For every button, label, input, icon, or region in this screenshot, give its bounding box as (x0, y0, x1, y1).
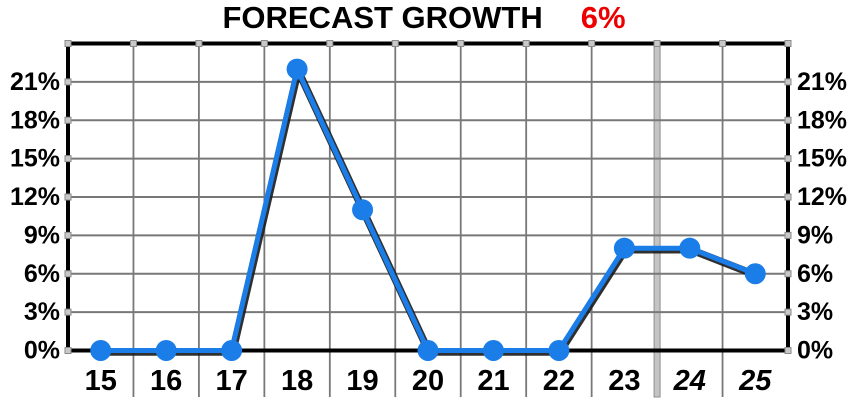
data-point-19 (352, 199, 374, 221)
data-point-16 (155, 340, 177, 361)
y-label-right: 12% (797, 183, 847, 211)
x-label-24: 24 (673, 365, 706, 397)
tick-square (784, 270, 792, 278)
y-label-right: 0% (797, 337, 833, 365)
tick-square (64, 347, 72, 354)
x-label-19: 19 (346, 365, 378, 397)
y-label-right: 15% (797, 145, 847, 173)
x-axis-labels: 15 16 17 18 19 20 21 22 23 24 25 (85, 365, 773, 397)
x-label-16: 16 (150, 365, 182, 397)
tick-square (64, 155, 72, 163)
x-label-21: 21 (477, 365, 509, 397)
tick-square (129, 40, 137, 47)
tick-square (195, 40, 203, 47)
x-label-15: 15 (85, 365, 117, 397)
horizontal-gridlines (68, 80, 788, 314)
y-label-left: 9% (24, 221, 60, 249)
tick-square (64, 116, 72, 124)
tick-square (784, 40, 792, 47)
y-label-left: 0% (24, 337, 60, 365)
tick-square (64, 78, 72, 86)
y-label-right: 6% (797, 260, 833, 288)
y-label-left: 15% (10, 145, 60, 173)
x-label-22: 22 (543, 365, 575, 397)
tick-square (64, 308, 72, 316)
vertical-gridlines (132, 42, 724, 398)
tick-square (784, 155, 792, 163)
data-point-15 (90, 340, 112, 361)
tick-square (522, 40, 530, 47)
data-point-25 (744, 263, 766, 285)
tick-marks (64, 40, 792, 354)
x-label-17: 17 (216, 365, 248, 397)
y-label-left: 12% (10, 183, 60, 211)
tick-square (457, 40, 465, 47)
tick-square (260, 40, 268, 47)
tick-square (326, 40, 334, 47)
data-point-24 (679, 237, 701, 259)
tick-square (784, 231, 792, 239)
tick-square (784, 78, 792, 86)
x-label-18: 18 (281, 365, 313, 397)
y-label-right: 3% (797, 298, 833, 326)
data-point-21 (482, 340, 504, 361)
tick-square (391, 40, 399, 47)
data-point-17 (221, 340, 243, 361)
chart-title-text: FORECAST GROWTH (222, 0, 543, 35)
tick-square (588, 40, 596, 47)
tick-square (64, 270, 72, 278)
y-label-right: 21% (797, 68, 847, 96)
tick-square (64, 40, 72, 47)
chart-title-value: 6% (580, 0, 626, 35)
y-label-right: 9% (797, 221, 833, 249)
tick-square (784, 347, 792, 354)
y-axis-labels: 21% 21% 18% 18% 15% 15% 12% 12% 9% 9% 6% 6% 3% 3% 0% 0% (10, 68, 847, 365)
x-label-25: 25 (738, 365, 772, 397)
y-label-left: 18% (10, 106, 60, 134)
tick-square (64, 193, 72, 201)
tick-square (64, 231, 72, 239)
y-label-left: 21% (10, 68, 60, 96)
data-point-18 (286, 58, 308, 80)
data-point-20 (417, 340, 439, 361)
forecast-divider-line (653, 42, 661, 398)
data-point-22 (548, 340, 570, 361)
tick-square (784, 193, 792, 201)
tick-square (653, 40, 661, 47)
y-label-left: 6% (24, 260, 60, 288)
data-point-23 (613, 237, 635, 259)
x-label-20: 20 (412, 365, 444, 397)
chart-title: FORECAST GROWTH 6% (0, 0, 848, 38)
tick-square (719, 40, 727, 47)
y-label-right: 18% (797, 106, 847, 134)
tick-square (784, 308, 792, 316)
x-label-23: 23 (608, 365, 640, 397)
data-markers (90, 58, 766, 361)
y-label-left: 3% (24, 298, 60, 326)
tick-square (784, 116, 792, 124)
